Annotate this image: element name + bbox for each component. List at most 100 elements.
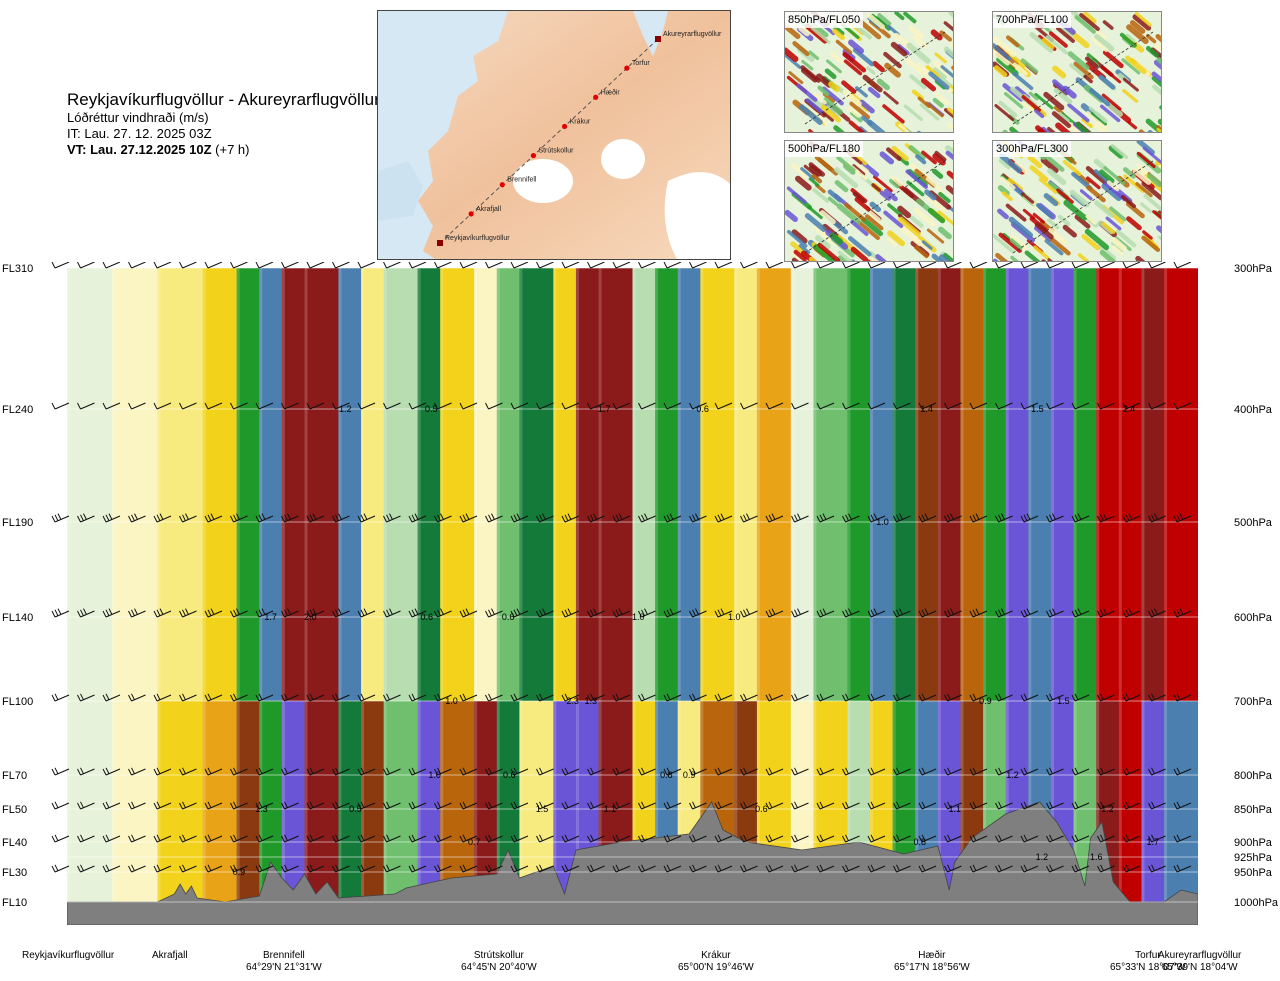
barb-flag (386, 801, 390, 809)
mini-streak (1100, 65, 1122, 84)
barb-shaft (131, 515, 146, 523)
mini-streak (898, 123, 910, 132)
barb-shaft (615, 515, 631, 523)
barb-shaft (233, 768, 248, 776)
mini-streak (938, 254, 951, 261)
barb-shaft (182, 261, 197, 269)
wind-barb (255, 513, 274, 523)
barb-shaft (615, 261, 631, 269)
wind-barb (893, 608, 911, 618)
mini-streak (1043, 91, 1065, 111)
barb-flag (261, 608, 266, 615)
wind-barb (1097, 864, 1115, 873)
barb-flag (105, 609, 110, 617)
barb-flag (485, 261, 489, 269)
issue-time: IT: Lau. 27. 12. 2025 03Z (67, 126, 212, 141)
wind-barb (536, 608, 554, 618)
mini-streak (1079, 13, 1100, 31)
barb-flag (612, 802, 617, 810)
barb-flag (357, 694, 362, 702)
barb-shaft (998, 768, 1013, 776)
barb-flag (1074, 864, 1079, 872)
wind-barb (995, 513, 1013, 523)
mini-streak (1012, 62, 1028, 76)
barb-flag (791, 694, 795, 702)
wind-barb (612, 801, 631, 810)
barb-shaft (284, 865, 299, 873)
barb-flag (230, 802, 234, 810)
barb-flag (921, 864, 926, 872)
barb-shaft (437, 402, 452, 410)
barb-flag (281, 768, 285, 776)
barb-flag (312, 608, 317, 615)
barb-flag (437, 767, 441, 775)
wind-barb (816, 767, 835, 776)
barb-flag (1001, 513, 1005, 520)
wind-barb (1020, 513, 1039, 523)
wind-barb (561, 513, 580, 523)
mini-streak (1089, 88, 1111, 107)
barb-flag (972, 514, 977, 522)
barb-flag (1046, 610, 1050, 618)
barb-flag (1071, 768, 1076, 776)
barb-shaft (947, 694, 962, 702)
barb-flag (77, 261, 81, 269)
wind-barb (944, 834, 962, 843)
barb-flag (131, 609, 135, 617)
barb-flag (153, 610, 158, 618)
mini-streak (925, 65, 942, 79)
barb-shaft (182, 768, 197, 776)
barb-flag (717, 767, 722, 775)
barb-shaft (641, 694, 656, 702)
barb-flag (383, 694, 387, 702)
wind-barb (969, 767, 988, 776)
field-band-upper (1164, 268, 1198, 701)
mini-map-500-label: 500hPa/FL180 (785, 141, 864, 157)
value-label: 1.0 (445, 696, 458, 706)
barb-flag (641, 767, 645, 775)
barb-shaft (309, 402, 325, 410)
barb-flag (1026, 608, 1031, 615)
barb-flag (513, 693, 518, 701)
barb-flag (408, 865, 413, 873)
barb-flag (995, 768, 999, 776)
wind-barb (867, 513, 886, 523)
barb-shaft (768, 802, 784, 810)
barb-flag (638, 802, 642, 810)
wind-barb (153, 767, 172, 776)
barb-flag (644, 608, 648, 615)
barb-flag (459, 865, 464, 873)
barb-flag (488, 609, 492, 617)
barb-flag (561, 261, 566, 269)
mini-streak (1005, 35, 1020, 48)
barb-shaft (54, 768, 70, 776)
barb-flag (105, 514, 110, 522)
barb-flag (842, 802, 846, 810)
wind-barb (434, 402, 452, 410)
barb-flag (1176, 864, 1181, 872)
barb-flag (153, 402, 158, 410)
wind-barb (663, 767, 682, 776)
barb-flag (179, 515, 183, 523)
barb-flag (1151, 864, 1155, 872)
barb-flag (1125, 834, 1130, 842)
barb-flag (893, 865, 897, 873)
barb-shaft (258, 261, 274, 269)
wind-barb (893, 261, 911, 269)
barb-shaft (870, 402, 886, 410)
barb-flag (638, 865, 642, 873)
barb-shaft (105, 261, 121, 269)
barb-flag (740, 610, 744, 618)
field-band-edge (361, 268, 365, 925)
wind-barb (816, 513, 835, 523)
barb-flag (692, 767, 696, 775)
barb-flag (80, 767, 84, 775)
barb-flag (386, 767, 390, 775)
wind-barb (459, 801, 478, 810)
airport-marker (655, 36, 661, 42)
barb-flag (896, 767, 900, 775)
mini-streak (1120, 194, 1136, 209)
mini-map-300-svg (993, 141, 1161, 261)
barb-flag (182, 834, 186, 842)
barb-flag (539, 609, 543, 617)
